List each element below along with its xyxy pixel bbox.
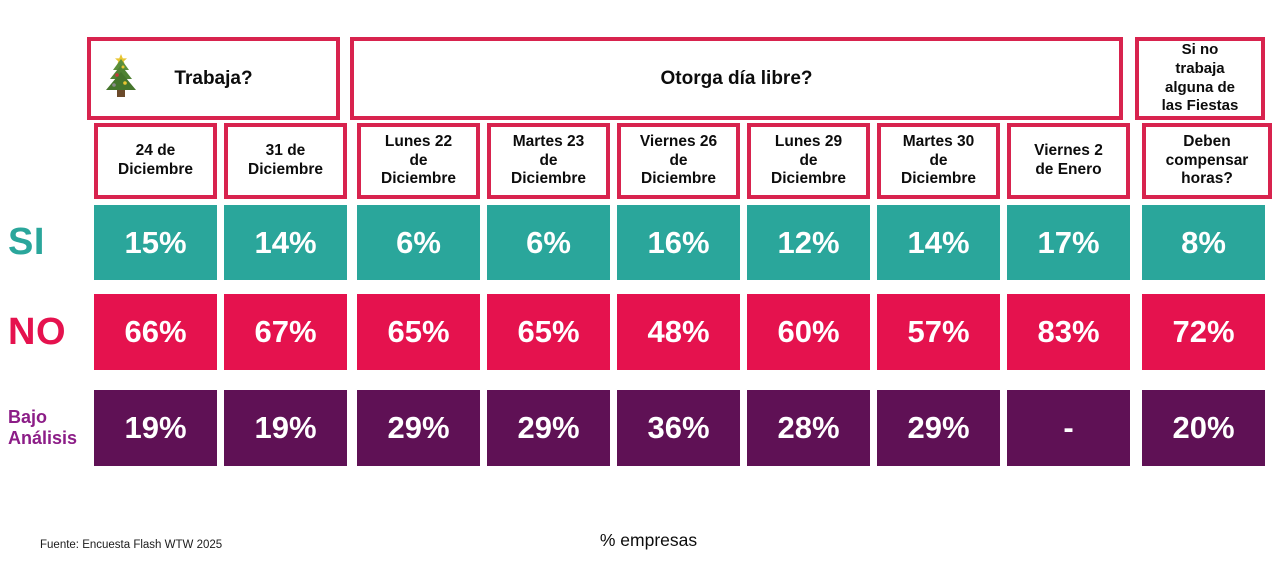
data-cell: 57% — [877, 294, 1000, 370]
data-cell: 19% — [224, 390, 347, 466]
data-cell: 29% — [357, 390, 480, 466]
header-group-trabaja-label: Trabaja? — [174, 67, 253, 89]
column-header-lunes-22: Lunes 22 de Diciembre — [357, 123, 480, 199]
data-cell: 28% — [747, 390, 870, 466]
data-cell: 14% — [224, 205, 347, 280]
row-label-si-slot: SI — [0, 205, 87, 280]
data-cell: 36% — [617, 390, 740, 466]
data-cell: 6% — [357, 205, 480, 280]
data-cell: 12% — [747, 205, 870, 280]
column-header-24-dic: 24 de Diciembre — [94, 123, 217, 199]
header-group-otorga: Otorga día libre? — [350, 37, 1123, 120]
data-cell: 16% — [617, 205, 740, 280]
row-label-no-slot: NO — [0, 294, 87, 370]
header-group-trabaja: Trabaja? — [87, 37, 340, 120]
data-cell: 60% — [747, 294, 870, 370]
data-cell: 67% — [224, 294, 347, 370]
data-cell: 72% — [1142, 294, 1265, 370]
row-label-si: SI — [8, 221, 45, 263]
column-header-martes-23: Martes 23 de Diciembre — [487, 123, 610, 199]
row-no: NO 66% 67% 65% 65% 48% 60% 57% 83% 72% — [0, 294, 1273, 370]
data-cell: 83% — [1007, 294, 1130, 370]
data-cell: 66% — [94, 294, 217, 370]
row-si: SI 15% 14% 6% 6% 16% 12% 14% 17% 8% — [0, 205, 1273, 280]
header-group-otorga-label: Otorga día libre? — [660, 67, 813, 89]
data-cell: 65% — [487, 294, 610, 370]
column-header-31-dic: 31 de Diciembre — [224, 123, 347, 199]
data-cell: 20% — [1142, 390, 1265, 466]
column-header-lunes-29: Lunes 29 de Diciembre — [747, 123, 870, 199]
column-header-compensar-horas: Deben compensar horas? — [1142, 123, 1272, 199]
data-cell: 14% — [877, 205, 1000, 280]
data-cell: - — [1007, 390, 1130, 466]
unit-label: % empresas — [599, 530, 698, 550]
data-cell: 19% — [94, 390, 217, 466]
data-cell: 8% — [1142, 205, 1265, 280]
column-header-viernes-2-enero: Viernes 2 de Enero — [1007, 123, 1130, 199]
source-note: Fuente: Encuesta Flash WTW 2025 — [40, 539, 223, 551]
data-cell: 29% — [877, 390, 1000, 466]
data-cell: 29% — [487, 390, 610, 466]
data-cell: 17% — [1007, 205, 1130, 280]
column-header-spacer — [0, 123, 87, 199]
row-label-bajo-analisis-slot: Bajo Análisis — [0, 390, 87, 466]
data-cell: 15% — [94, 205, 217, 280]
data-cell: 65% — [357, 294, 480, 370]
row-bajo-analisis: Bajo Análisis 19% 19% 29% 29% 36% 28% 29… — [0, 390, 1273, 466]
header-group-compensar: Si no trabaja alguna de las Fiestas — [1135, 37, 1265, 120]
header-label-spacer — [0, 37, 87, 120]
row-label-no: NO — [8, 310, 66, 353]
header-group-compensar-label: Si no trabaja alguna de las Fiestas — [1161, 41, 1239, 115]
row-label-bajo-analisis: Bajo Análisis — [8, 407, 78, 448]
christmas-tree-icon — [103, 53, 139, 105]
column-header-row: 24 de Diciembre 31 de Diciembre Lunes 22… — [0, 123, 1273, 199]
column-header-martes-30: Martes 30 de Diciembre — [877, 123, 1000, 199]
column-header-viernes-26: Viernes 26 de Diciembre — [617, 123, 740, 199]
data-cell: 48% — [617, 294, 740, 370]
data-cell: 6% — [487, 205, 610, 280]
header-group-row: Trabaja? Otorga día libre? Si no trabaja… — [0, 37, 1273, 120]
